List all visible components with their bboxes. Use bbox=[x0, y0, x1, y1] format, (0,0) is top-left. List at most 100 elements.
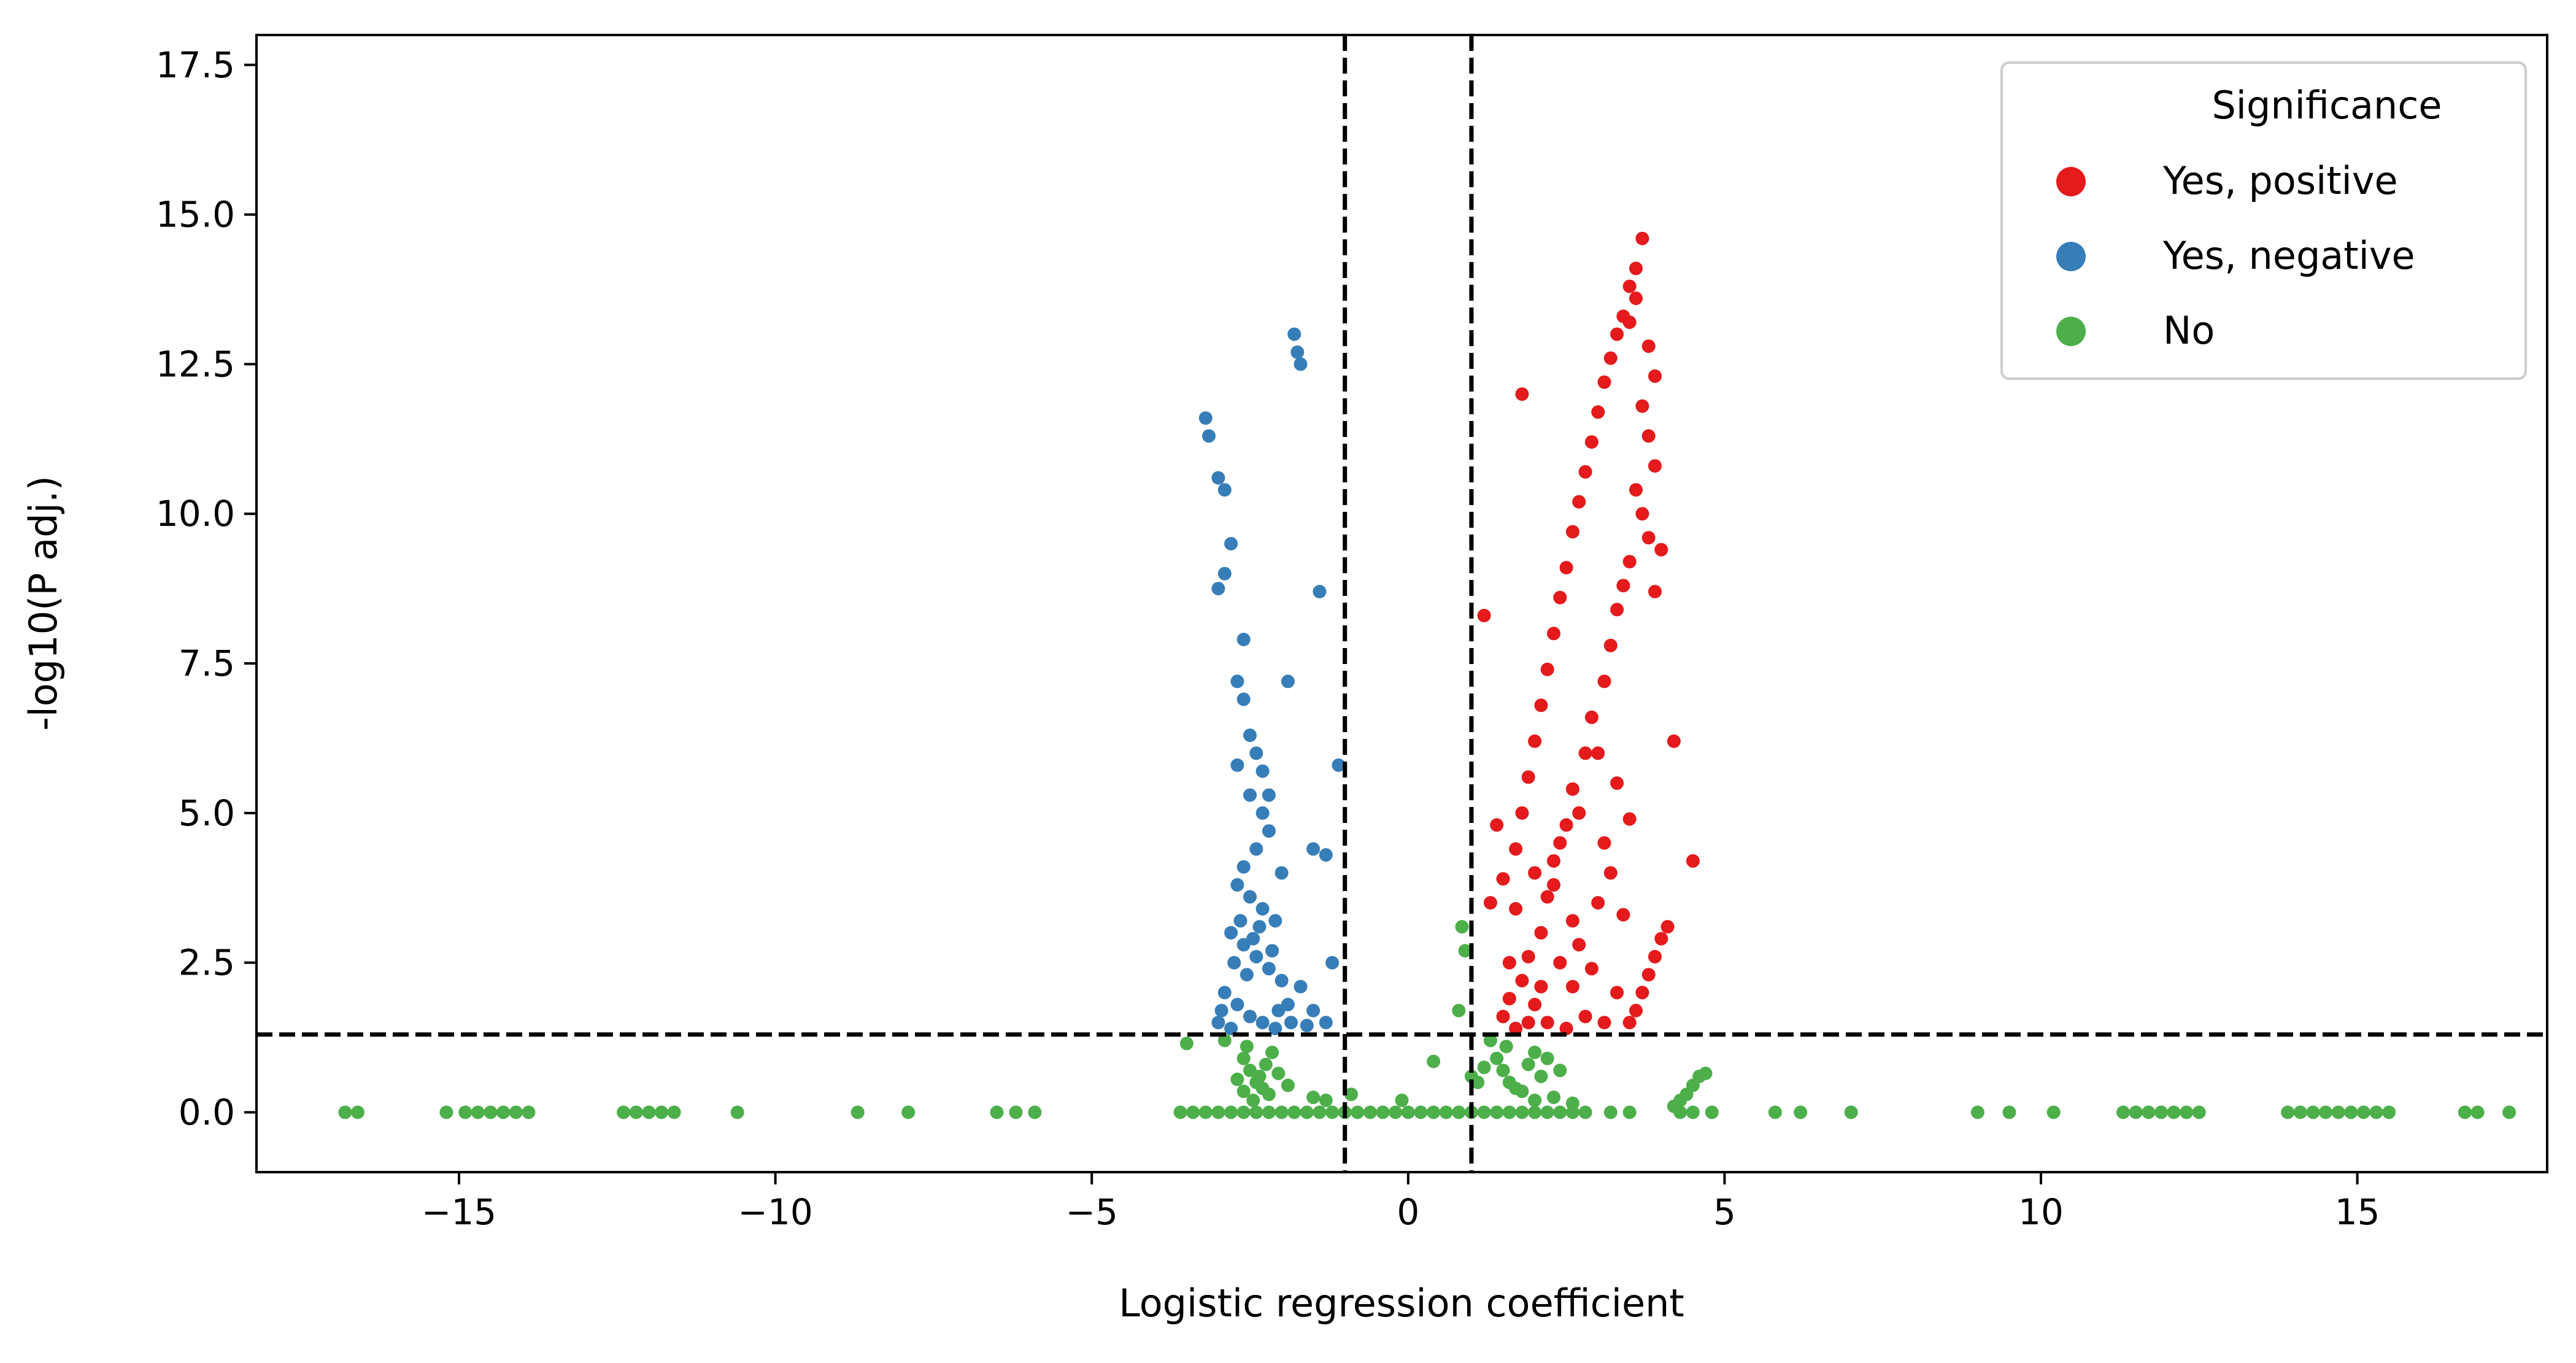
point-no bbox=[1249, 1105, 1263, 1119]
point-yes-positive bbox=[1591, 746, 1605, 760]
point-yes-negative bbox=[1224, 1021, 1238, 1035]
point-no bbox=[522, 1105, 536, 1119]
point-yes-positive bbox=[1603, 638, 1618, 652]
point-yes-positive bbox=[1648, 369, 1662, 383]
point-yes-positive bbox=[1572, 938, 1586, 952]
point-yes-negative bbox=[1240, 968, 1254, 982]
legend-label-yes-positive: Yes, positive bbox=[2162, 158, 2398, 203]
point-no bbox=[471, 1105, 485, 1119]
point-yes-positive bbox=[1534, 698, 1548, 712]
point-no bbox=[1490, 1105, 1504, 1119]
point-yes-positive bbox=[1565, 979, 1579, 994]
point-yes-negative bbox=[1230, 878, 1244, 892]
point-yes-positive bbox=[1515, 387, 1529, 401]
point-no bbox=[1452, 1003, 1466, 1017]
x-tick-label: 5 bbox=[1713, 1191, 1736, 1233]
y-axis-title: -log10(P adj.) bbox=[21, 476, 66, 731]
point-yes-positive bbox=[1540, 890, 1554, 904]
point-yes-negative bbox=[1233, 914, 1248, 928]
point-yes-negative bbox=[1230, 758, 1244, 772]
legend-marker-yes-positive bbox=[2056, 167, 2086, 196]
x-tick-label: −5 bbox=[1065, 1191, 1118, 1233]
point-no bbox=[1705, 1105, 1719, 1119]
point-yes-positive bbox=[1635, 399, 1649, 413]
point-yes-negative bbox=[1227, 956, 1241, 970]
point-yes-negative bbox=[1243, 728, 1257, 743]
point-yes-positive bbox=[1509, 842, 1523, 856]
point-no bbox=[1603, 1105, 1618, 1119]
point-no bbox=[2192, 1105, 2206, 1119]
point-yes-negative bbox=[1265, 944, 1279, 958]
point-no bbox=[1265, 1045, 1279, 1059]
point-yes-negative bbox=[1249, 746, 1263, 760]
legend-label-no: No bbox=[2163, 308, 2215, 353]
point-no bbox=[2293, 1105, 2307, 1119]
point-no bbox=[509, 1105, 523, 1119]
point-no bbox=[1578, 1105, 1592, 1119]
point-no bbox=[2167, 1105, 2181, 1119]
point-no bbox=[1515, 1105, 1529, 1119]
point-yes-positive bbox=[1540, 662, 1554, 676]
point-no bbox=[1553, 1064, 1567, 1078]
point-no bbox=[629, 1105, 643, 1119]
point-yes-positive bbox=[1565, 914, 1579, 928]
point-no bbox=[1236, 1105, 1251, 1119]
point-yes-positive bbox=[1559, 1021, 1573, 1035]
point-yes-positive bbox=[1654, 932, 1668, 946]
legend-marker-yes-negative bbox=[2056, 242, 2086, 271]
point-yes-positive bbox=[1584, 962, 1598, 976]
point-yes-positive bbox=[1629, 483, 1643, 497]
point-no bbox=[901, 1105, 916, 1119]
point-no bbox=[1275, 1105, 1289, 1119]
point-no bbox=[439, 1105, 453, 1119]
point-yes-positive bbox=[1616, 908, 1630, 922]
point-yes-positive bbox=[1515, 806, 1529, 820]
point-no bbox=[1521, 1057, 1535, 1071]
y-tick-label: 7.5 bbox=[179, 643, 235, 684]
point-no bbox=[1686, 1105, 1700, 1119]
point-yes-negative bbox=[1255, 902, 1270, 916]
point-yes-negative bbox=[1230, 997, 1244, 1011]
point-yes-positive bbox=[1490, 818, 1504, 832]
point-yes-positive bbox=[1515, 973, 1529, 987]
point-yes-positive bbox=[1509, 1021, 1523, 1035]
point-yes-positive bbox=[1534, 979, 1548, 994]
point-yes-negative bbox=[1252, 920, 1267, 934]
point-no bbox=[2458, 1105, 2472, 1119]
point-yes-positive bbox=[1597, 375, 1611, 389]
point-no bbox=[730, 1105, 744, 1119]
point-no bbox=[1490, 1051, 1504, 1065]
point-no bbox=[1179, 1037, 1194, 1051]
point-yes-positive bbox=[1629, 1003, 1643, 1017]
point-yes-positive bbox=[1648, 585, 1662, 598]
point-no bbox=[1553, 1105, 1567, 1119]
x-axis-ticks: −15 −10 −5 0 5 10 15 bbox=[422, 1172, 2380, 1233]
point-no bbox=[1198, 1105, 1213, 1119]
point-yes-negative bbox=[1230, 674, 1244, 689]
point-yes-positive bbox=[1572, 495, 1586, 509]
point-yes-negative bbox=[1306, 1003, 1321, 1017]
point-yes-positive bbox=[1559, 561, 1573, 574]
point-no bbox=[1622, 1105, 1637, 1119]
point-yes-negative bbox=[1255, 764, 1270, 778]
point-no bbox=[1455, 920, 1469, 934]
point-yes-negative bbox=[1211, 582, 1225, 596]
point-yes-negative bbox=[1287, 327, 1301, 341]
point-yes-positive bbox=[1496, 1010, 1510, 1024]
legend-title: Significance bbox=[2212, 83, 2442, 128]
x-tick-label: 0 bbox=[1397, 1191, 1419, 1233]
point-no bbox=[1768, 1105, 1782, 1119]
scatter-points bbox=[338, 231, 2516, 1119]
point-yes-positive bbox=[1521, 949, 1535, 963]
point-no bbox=[338, 1105, 352, 1119]
point-yes-negative bbox=[1198, 411, 1213, 425]
point-no bbox=[1262, 1087, 1276, 1102]
point-no bbox=[1240, 1040, 1254, 1054]
point-yes-positive bbox=[1502, 992, 1516, 1006]
point-no bbox=[1287, 1105, 1301, 1119]
point-yes-positive bbox=[1540, 1016, 1554, 1030]
point-no bbox=[1565, 1096, 1579, 1110]
point-yes-positive bbox=[1635, 986, 1649, 1000]
point-yes-positive bbox=[1578, 465, 1592, 479]
x-tick-label: 15 bbox=[2335, 1191, 2380, 1233]
